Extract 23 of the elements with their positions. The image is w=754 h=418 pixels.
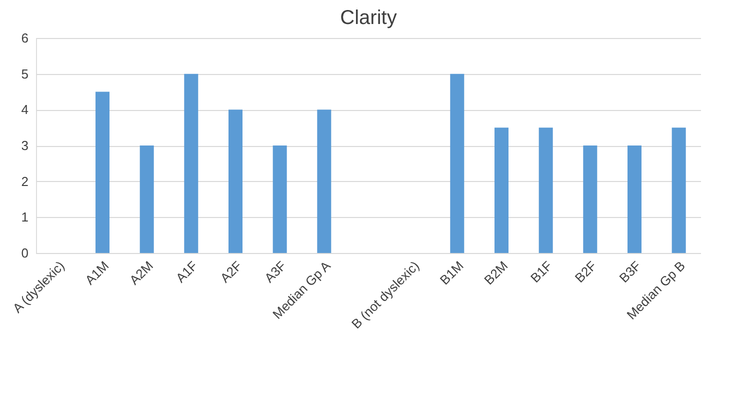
bar xyxy=(494,128,508,253)
bar xyxy=(272,146,287,253)
y-tick-label: 6 xyxy=(21,30,28,46)
y-tick-label: 2 xyxy=(21,174,28,189)
x-tick-label: B2F xyxy=(572,258,600,286)
bar xyxy=(228,110,242,253)
bar xyxy=(583,146,598,253)
bar xyxy=(450,74,464,253)
y-tick-label: 0 xyxy=(21,246,28,260)
bar xyxy=(628,146,642,253)
x-tick-label: B3F xyxy=(616,258,644,286)
y-tick-label: 3 xyxy=(21,138,28,153)
bar xyxy=(538,128,553,253)
bar xyxy=(184,74,198,253)
y-tick-label: 5 xyxy=(21,66,28,82)
chart-title: Clarity xyxy=(340,7,397,29)
bar xyxy=(140,146,154,253)
y-tick-label: 4 xyxy=(21,102,28,118)
x-tick-label: B1F xyxy=(528,258,556,286)
y-tick-label: 1 xyxy=(21,210,28,225)
bar xyxy=(317,110,332,253)
bar xyxy=(672,128,686,253)
bar xyxy=(96,92,110,253)
